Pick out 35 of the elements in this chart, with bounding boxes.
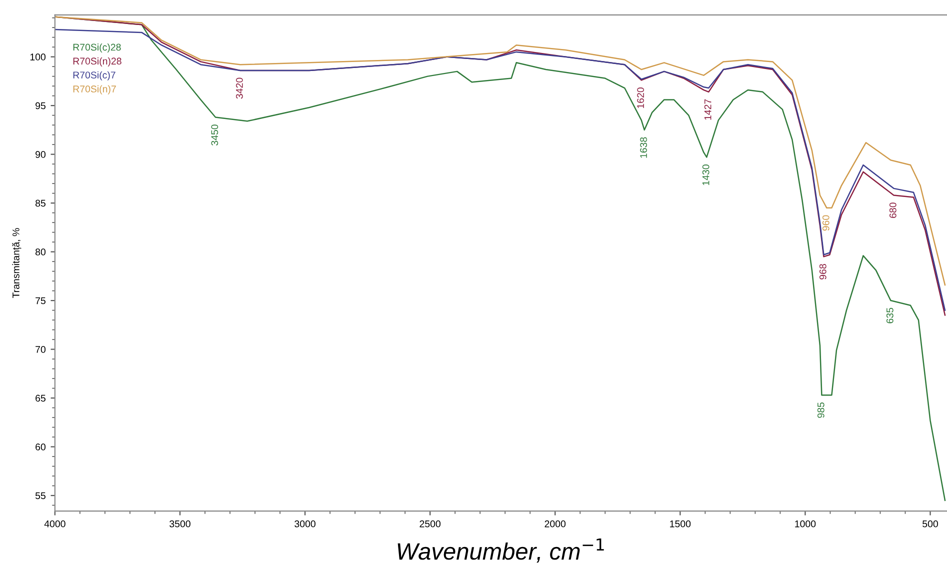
- annotation: 635: [886, 308, 894, 324]
- y-tick-label: 85: [36, 200, 46, 207]
- annotation: 1430: [702, 164, 710, 186]
- annotation: 1638: [640, 137, 647, 158]
- y-tick-label: 55: [35, 492, 46, 500]
- y-tick-label: 60: [36, 444, 46, 450]
- annotation: 3450: [211, 124, 218, 146]
- x-tick-label: 1500: [670, 520, 691, 528]
- x-tick-label: 500: [922, 520, 938, 528]
- annotation: 1620: [637, 88, 644, 108]
- text: R70Si(c)28: [73, 43, 121, 53]
- x-tick-label: 2500: [420, 520, 440, 528]
- x-axis-title: Wavenumber, cm$^{−1}$: [398, 538, 604, 563]
- x-tick-label: 3500: [170, 520, 190, 528]
- x-tick-label: 1000: [795, 520, 816, 528]
- y-tick-label: 65: [36, 394, 46, 402]
- text: R70Si(n)28: [73, 57, 122, 66]
- x-tick-label: 4000: [44, 520, 66, 528]
- x-tick-label: 2000: [544, 520, 566, 528]
- y-tick-label: 100: [30, 54, 46, 60]
- text: R70Si(c)7: [73, 71, 116, 80]
- y-tick-label: 75: [36, 297, 46, 304]
- y-tick-label: 80: [36, 248, 46, 256]
- annotation: 968: [819, 264, 826, 280]
- y-tick-label: 70: [36, 346, 46, 353]
- annotation: 3420: [236, 78, 243, 99]
- annotation: 985: [817, 402, 824, 418]
- y-axis-title: Transmitanță, %: [12, 228, 22, 298]
- annotation: 960: [822, 215, 830, 231]
- y-tick-label: 95: [36, 102, 46, 110]
- annotation: 680: [889, 202, 896, 218]
- text: R70Si(n)7: [73, 85, 116, 94]
- y-tick-label: 90: [36, 151, 46, 158]
- annotation: 1427: [704, 99, 712, 120]
- x-tick-label: 3000: [294, 520, 316, 528]
